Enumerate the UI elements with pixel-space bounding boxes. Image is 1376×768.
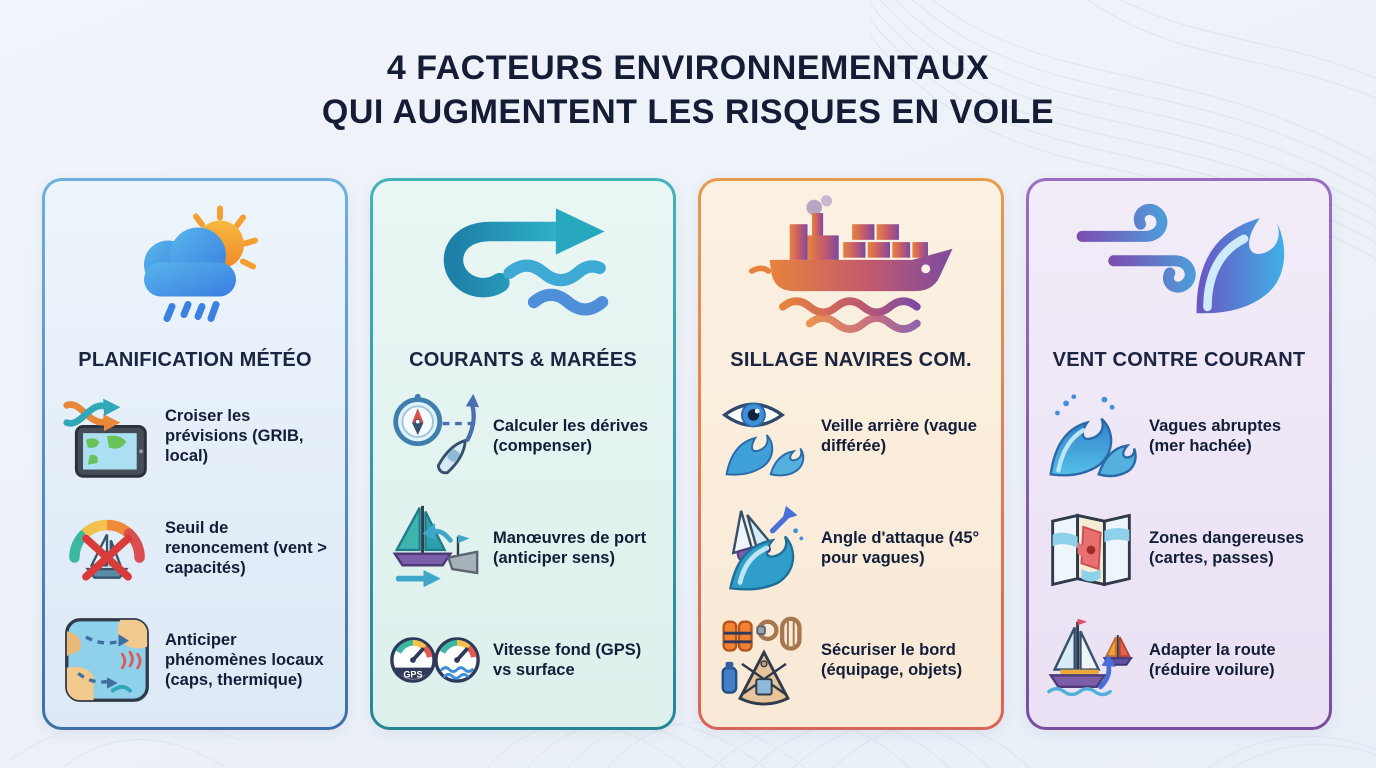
list-item: GPS Vitesse fond (GPS) vs surface xyxy=(389,612,657,708)
card-hero-vent xyxy=(1045,191,1313,339)
gps-gauge-label: GPS xyxy=(403,670,422,680)
list-item: Manœuvres de port (anticiper sens) xyxy=(389,500,657,596)
items-courants: Calculer les dérives (compenser) xyxy=(389,388,657,708)
card-title-courants: COURANTS & MARÉES xyxy=(409,349,637,371)
secure-deck-gear-icon xyxy=(721,616,802,706)
forecast-arrows-tablet-icon xyxy=(63,398,147,478)
gps-vs-surface-gauges-icon: GPS xyxy=(390,637,480,683)
card-title-vent: VENT CONTRE COURANT xyxy=(1052,349,1306,371)
card-sillage-navires: SILLAGE NAVIRES COM. Veille arrière (vag… xyxy=(698,178,1004,730)
item-text: Anticiper phénomènes locaux (caps, therm… xyxy=(165,630,324,690)
card-hero-sillage xyxy=(717,191,985,339)
card-title-sillage: SILLAGE NAVIRES COM. xyxy=(730,349,972,371)
list-item: Vagues abruptes (mer hachée) xyxy=(1045,388,1313,484)
infographic-title: 4 FACTEURS ENVIRONNEMENTAUX QUI AUGMENTE… xyxy=(0,46,1376,134)
wind-gauge-no-sail-icon xyxy=(69,519,145,581)
list-item: Seuil de renoncement (vent > capacités) xyxy=(61,500,329,596)
wind-vs-wave-icon xyxy=(1076,204,1284,314)
item-text: Vitesse fond (GPS) vs surface xyxy=(493,640,642,679)
list-item: Zones dangereuses (cartes, passes) xyxy=(1045,500,1313,596)
item-text: Zones dangereuses (cartes, passes) xyxy=(1149,528,1304,567)
item-text: Seuil de renoncement (vent > capacités) xyxy=(165,518,327,578)
card-hero-meteo xyxy=(61,191,329,339)
list-item: Adapter la route (réduire voilure) xyxy=(1045,612,1313,708)
list-item: Angle d'attaque (45° pour vagues) xyxy=(717,500,985,596)
sailboat-dock-arrows-icon xyxy=(392,505,479,588)
card-hero-courants xyxy=(389,191,657,339)
item-text: Manœuvres de port (anticiper sens) xyxy=(493,528,647,567)
item-text: Sécuriser le bord (équipage, objets) xyxy=(821,640,963,679)
eye-wave-watch-icon xyxy=(721,402,805,477)
list-item: Veille arrière (vague différée) xyxy=(717,388,985,484)
item-text: Veille arrière (vague différée) xyxy=(821,416,977,455)
reduce-sail-route-icon xyxy=(1047,618,1134,697)
title-line-1: 4 FACTEURS ENVIRONNEMENTAUX xyxy=(386,49,990,87)
items-vent: Vagues abruptes (mer hachée) xyxy=(1045,388,1313,708)
items-meteo: Croiser les prévisions (GRIB, local) xyxy=(61,388,329,708)
cloud-sun-rain-icon xyxy=(144,205,258,322)
list-item: Sécuriser le bord (équipage, objets) xyxy=(717,612,985,708)
card-title-meteo: PLANIFICATION MÉTÉO xyxy=(78,349,312,371)
cargo-ship-icon xyxy=(748,194,953,333)
list-item: Calculer les dérives (compenser) xyxy=(389,388,657,484)
current-arrow-waves-icon xyxy=(443,208,609,316)
item-text: Vagues abruptes (mer hachée) xyxy=(1149,416,1282,455)
item-text: Adapter la route (réduire voilure) xyxy=(1149,640,1276,679)
title-line-2: QUI AUGMENTENT LES RISQUES EN VOILE xyxy=(321,93,1055,131)
steep-wave-icon xyxy=(1049,394,1137,478)
list-item: Croiser les prévisions (GRIB, local) xyxy=(61,388,329,484)
item-text: Calculer les dérives (compenser) xyxy=(493,416,649,455)
compass-drift-boat-icon xyxy=(393,393,480,475)
item-text: Angle d'attaque (45° pour vagues) xyxy=(821,528,980,567)
card-vent-contre-courant: VENT CONTRE COURANT xyxy=(1026,178,1332,730)
card-planification-meteo: PLANIFICATION MÉTÉO xyxy=(42,178,348,730)
danger-zones-map-icon xyxy=(1051,513,1131,587)
card-courants-marees: COURANTS & MARÉES xyxy=(370,178,676,730)
items-sillage: Veille arrière (vague différée) xyxy=(717,388,985,708)
list-item: Anticiper phénomènes locaux (caps, therm… xyxy=(61,612,329,708)
coastal-wind-map-icon xyxy=(65,618,149,702)
item-text: Croiser les prévisions (GRIB, local) xyxy=(165,406,304,466)
cards-row: PLANIFICATION MÉTÉO xyxy=(42,178,1332,730)
wave-attack-angle-icon xyxy=(728,505,804,591)
